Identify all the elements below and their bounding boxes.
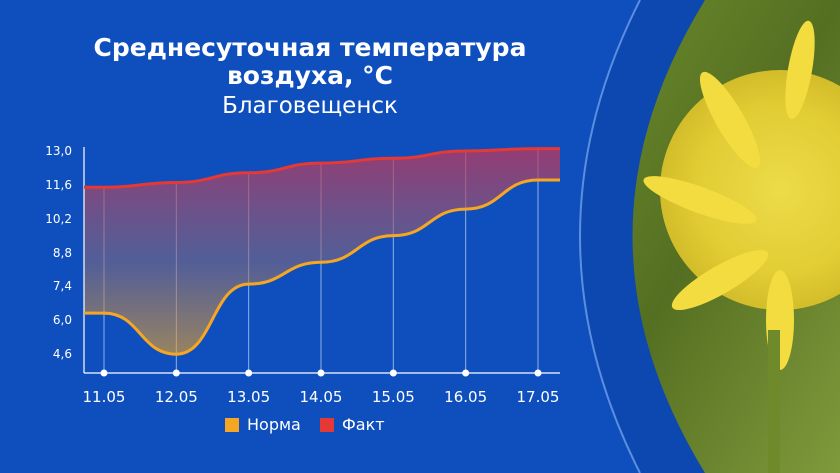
chart-subtitle: Благовещенск bbox=[222, 93, 398, 119]
legend-item-fact: Факт bbox=[320, 415, 385, 435]
y-tick-label: 6,0 bbox=[52, 313, 72, 328]
legend-swatch-norm bbox=[225, 418, 239, 432]
legend-swatch-fact bbox=[320, 418, 334, 432]
series-area-fill bbox=[84, 148, 560, 355]
x-tick-dot-11.05 bbox=[100, 369, 108, 377]
x-tick-label: 12.05 bbox=[154, 388, 198, 406]
series-line-fact bbox=[83, 147, 560, 189]
x-tick-label: 17.05 bbox=[516, 388, 560, 406]
y-tick-label: 7,4 bbox=[52, 279, 72, 294]
series-line-norm bbox=[83, 178, 560, 356]
chart-title-line2: воздуха, °C bbox=[226, 61, 394, 90]
y-tick-label: 8,8 bbox=[52, 245, 72, 260]
y-tick-label: 13,0 bbox=[45, 144, 72, 158]
y-tick-label: 11,6 bbox=[45, 177, 72, 192]
x-tick-label: 15.05 bbox=[371, 388, 415, 406]
legend-label-fact: Факт bbox=[342, 415, 385, 434]
x-tick-label: 11.05 bbox=[82, 388, 126, 406]
y-tick-label: 10,2 bbox=[45, 211, 72, 226]
x-tick-dot-13.05 bbox=[245, 369, 253, 377]
x-tick-dot-16.05 bbox=[462, 369, 470, 377]
x-tick-label: 14.05 bbox=[299, 388, 343, 406]
legend-label-norm: Норма bbox=[247, 415, 301, 434]
x-tick-dot-14.05 bbox=[317, 369, 325, 377]
legend-item-norm: Норма bbox=[225, 415, 301, 435]
x-tick-label: 16.05 bbox=[444, 388, 488, 406]
x-tick-dot-12.05 bbox=[172, 369, 180, 377]
x-tick-label: 13.05 bbox=[227, 388, 271, 406]
y-tick-label: 4,6 bbox=[52, 347, 72, 362]
x-tick-dot-15.05 bbox=[389, 369, 397, 377]
x-tick-dot-17.05 bbox=[534, 369, 542, 377]
chart-title: Среднесуточная температура bbox=[93, 33, 527, 62]
